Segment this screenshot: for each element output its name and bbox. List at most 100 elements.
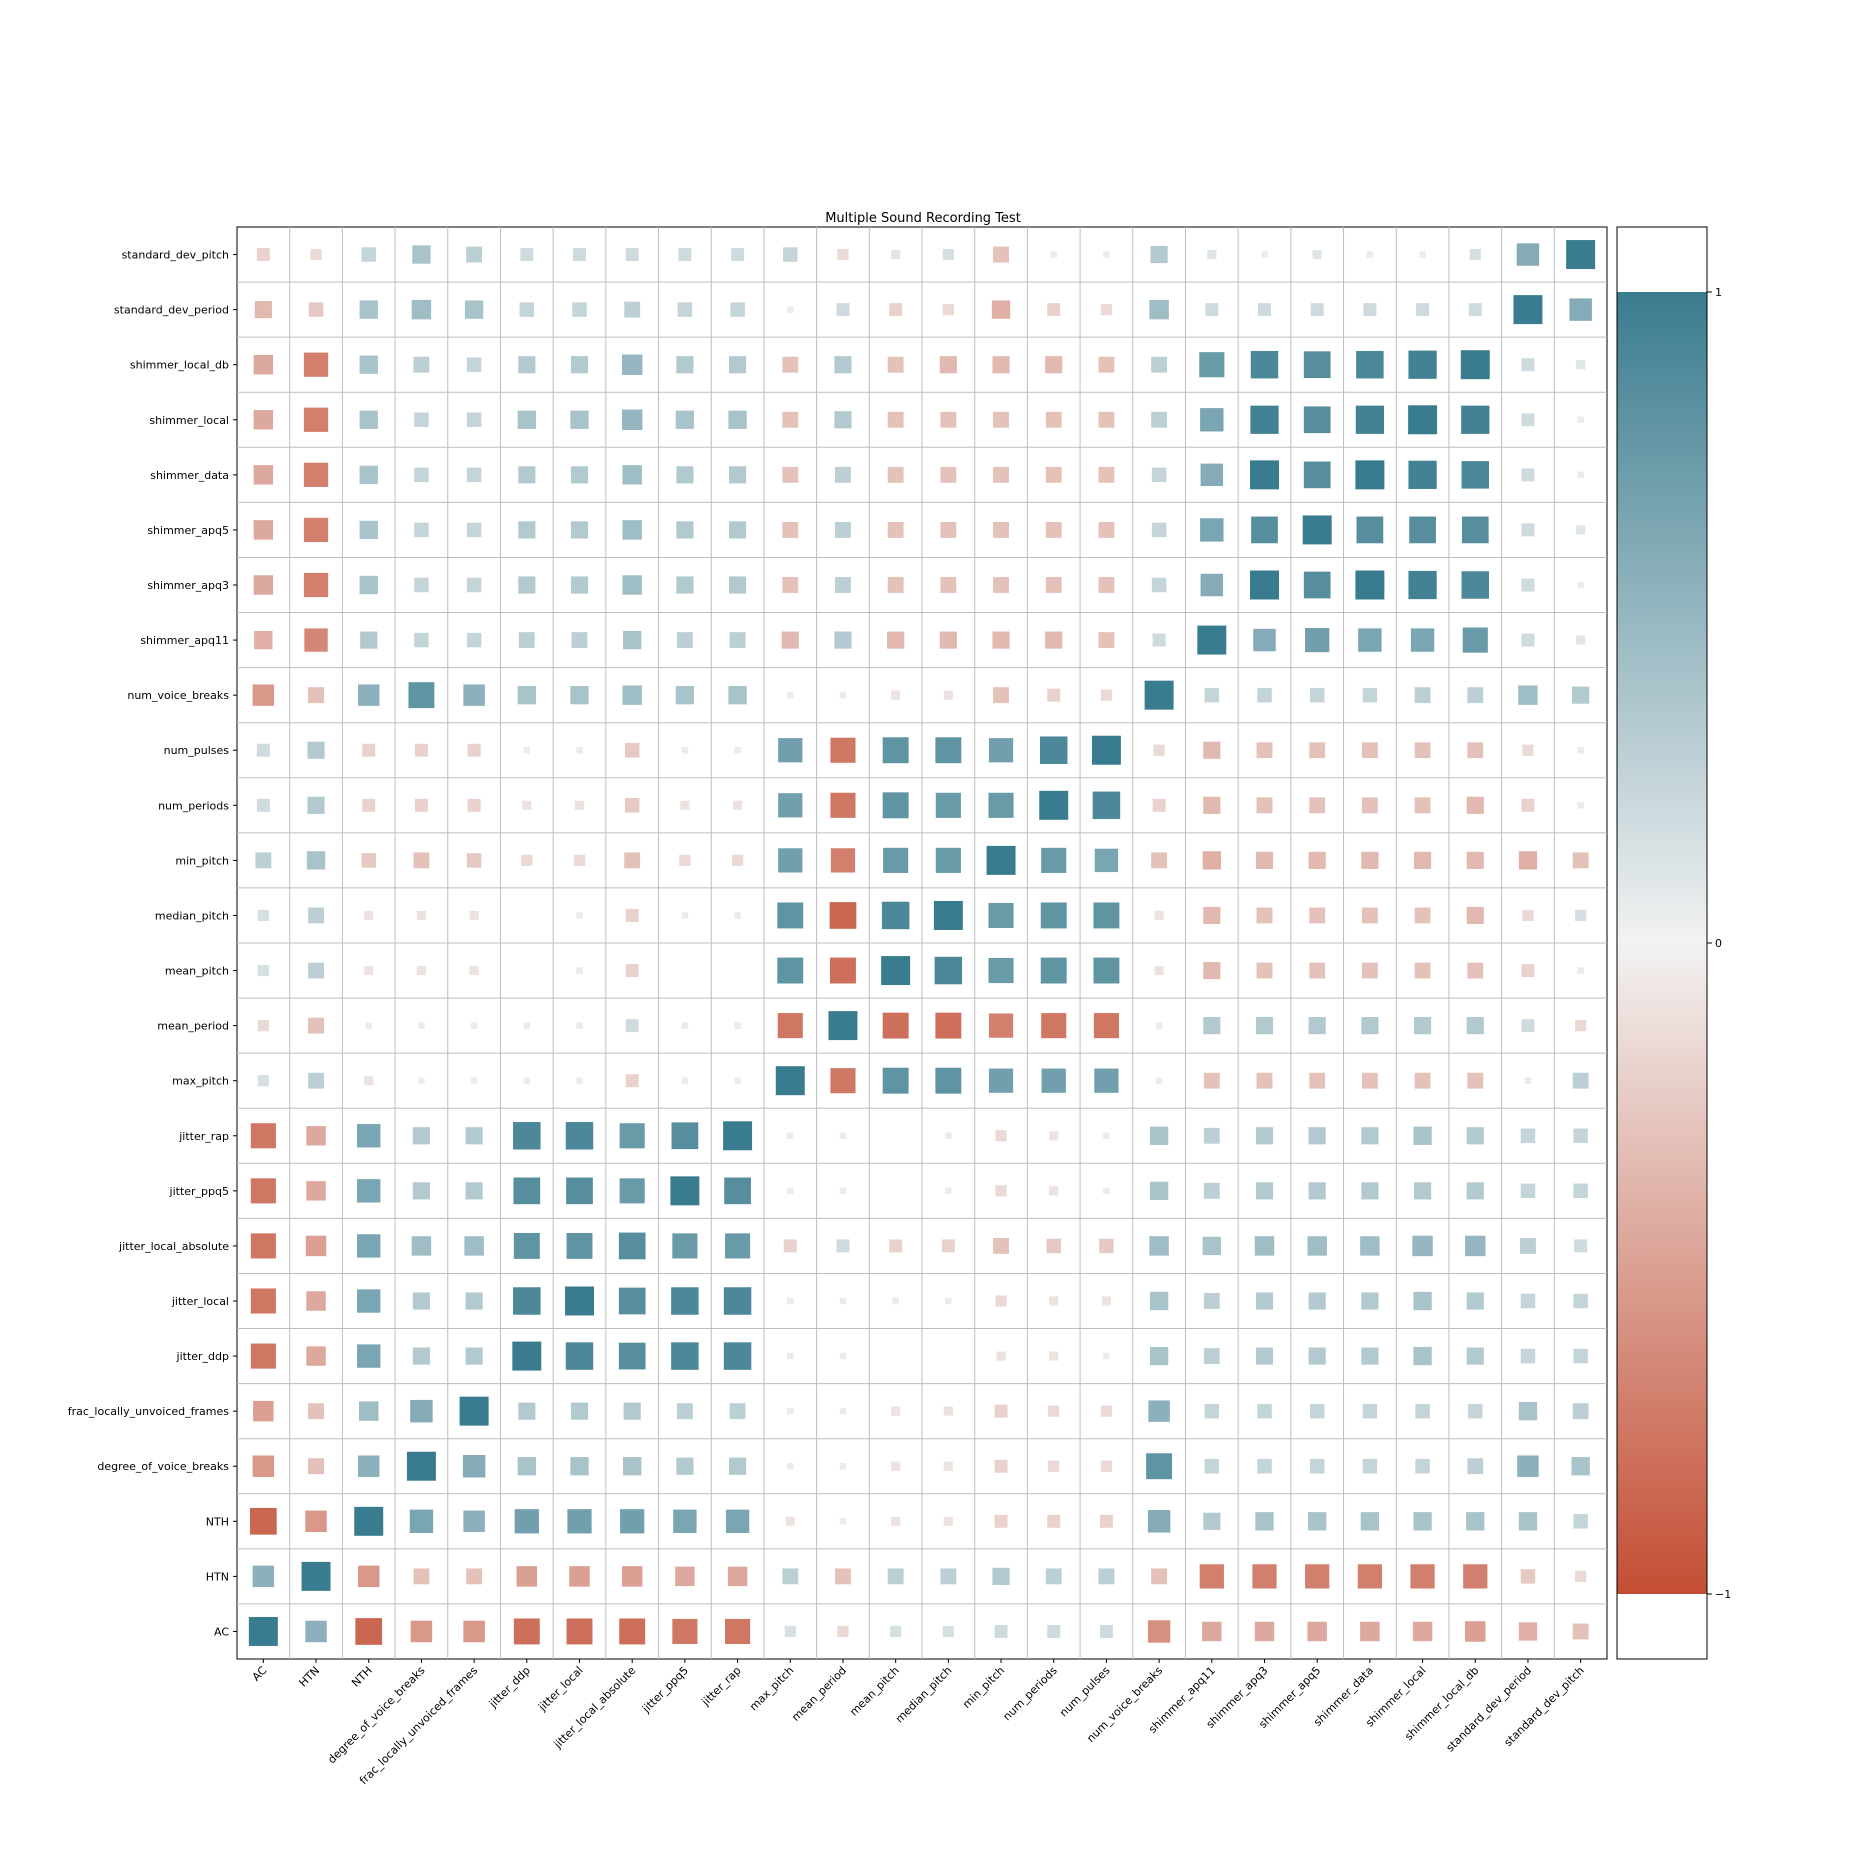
heatmap-cell: [625, 1019, 639, 1033]
heatmap-cell: [672, 1618, 698, 1645]
heatmap-cell: [1151, 522, 1167, 538]
heatmap-cell: [1154, 910, 1164, 921]
heatmap-cell: [1520, 1348, 1536, 1364]
heatmap-cell: [1091, 735, 1121, 765]
heatmap-cell: [257, 1075, 269, 1087]
heatmap-cell: [1098, 411, 1115, 428]
heatmap-cell: [996, 1351, 1006, 1361]
heatmap-cell: [518, 576, 536, 594]
heatmap-cell: [1203, 906, 1221, 925]
heatmap-cell: [675, 685, 695, 705]
heatmap-cell: [1308, 1512, 1327, 1531]
heatmap-cell: [357, 1289, 381, 1313]
heatmap-cell: [1414, 797, 1431, 814]
heatmap-cell: [681, 1022, 689, 1029]
heatmap-cell: [727, 1566, 748, 1587]
heatmap-cell: [783, 1239, 797, 1253]
heatmap-cell: [1463, 1564, 1488, 1589]
heatmap-cell: [1361, 1347, 1379, 1365]
heatmap-cell: [1045, 631, 1063, 649]
heatmap-cell: [469, 910, 479, 921]
heatmap-cell: [1203, 1072, 1220, 1089]
colorbar-tick-label: 0: [1715, 937, 1722, 950]
heatmap-cell: [1362, 687, 1378, 703]
heatmap-cell: [1520, 1569, 1536, 1584]
heatmap-cell: [467, 743, 481, 757]
heatmap-cell: [365, 1022, 372, 1029]
heatmap-cell: [357, 1234, 381, 1258]
heatmap-cell: [1415, 1403, 1430, 1419]
heatmap-cell: [1308, 1182, 1326, 1200]
heatmap-cell: [1203, 1293, 1220, 1309]
heatmap-cell: [836, 1239, 850, 1253]
heatmap-cell: [882, 1012, 909, 1039]
heatmap-cell: [513, 1232, 540, 1259]
heatmap-cell: [517, 410, 536, 429]
heatmap-cell: [1148, 1400, 1170, 1422]
heatmap-cell: [1098, 521, 1115, 538]
y-tick-label: median_pitch: [155, 909, 229, 922]
heatmap-cell: [250, 1343, 276, 1369]
heatmap-cell: [891, 690, 901, 700]
heatmap-cell: [835, 577, 851, 593]
heatmap-cell: [360, 631, 378, 649]
heatmap-cell: [1413, 1346, 1432, 1366]
heatmap-cell: [1154, 965, 1164, 976]
heatmap-cell: [1362, 1403, 1378, 1419]
heatmap-cell: [462, 1455, 486, 1478]
heatmap-cell: [1152, 633, 1166, 647]
heatmap-cell: [995, 1130, 1007, 1142]
heatmap-cell: [1047, 303, 1061, 317]
heatmap-cell: [517, 1457, 536, 1476]
heatmap-cell: [1361, 1292, 1379, 1310]
heatmap-cell: [1093, 957, 1120, 984]
heatmap-cell: [566, 1232, 593, 1259]
heatmap-cell: [1521, 633, 1535, 647]
heatmap-cell: [1094, 1068, 1119, 1093]
heatmap-cell: [1414, 1072, 1431, 1089]
heatmap-cell: [625, 248, 639, 262]
heatmap-cell: [839, 1407, 847, 1415]
heatmap-cell: [1099, 1624, 1113, 1638]
heatmap-cell: [723, 1121, 753, 1151]
heatmap-cell: [1203, 1182, 1220, 1199]
heatmap-cell: [945, 1132, 952, 1140]
heatmap-cell: [837, 248, 849, 261]
heatmap-cell: [1520, 1183, 1536, 1199]
heatmap-cell: [785, 1516, 795, 1526]
heatmap-cell: [1460, 350, 1490, 380]
heatmap-cell: [1517, 1455, 1539, 1477]
heatmap-cell: [1250, 405, 1279, 434]
heatmap-cell: [1308, 1347, 1326, 1365]
heatmap-cell: [513, 1177, 541, 1205]
heatmap-cell: [1047, 688, 1061, 702]
heatmap-cell: [830, 737, 856, 763]
heatmap-cell: [1522, 909, 1534, 922]
heatmap-cell: [671, 1122, 699, 1150]
heatmap-cell: [1572, 686, 1590, 704]
heatmap-cell: [1152, 798, 1166, 812]
heatmap-cell: [781, 631, 799, 649]
heatmap-cell: [1049, 1131, 1059, 1141]
heatmap-cell: [1360, 1512, 1380, 1531]
heatmap-cell: [723, 1342, 752, 1370]
heatmap-cell: [412, 1127, 430, 1145]
heatmap-cell: [1461, 461, 1490, 489]
heatmap-cell: [988, 738, 1014, 763]
heatmap-cell: [782, 1568, 799, 1585]
heatmap-cell: [357, 684, 380, 706]
heatmap-cell: [729, 1403, 746, 1420]
heatmap-cell: [729, 521, 747, 539]
heatmap-cell: [734, 1022, 741, 1029]
heatmap-cell: [306, 1346, 326, 1366]
heatmap-cell: [943, 1516, 953, 1526]
heatmap-cell: [1202, 851, 1221, 870]
heatmap-cell: [362, 743, 376, 757]
heatmap-cell: [361, 853, 376, 868]
heatmap-cell: [1410, 628, 1435, 652]
heatmap-cell: [1466, 1017, 1484, 1035]
heatmap-cell: [416, 965, 426, 976]
heatmap-cell: [1149, 1181, 1169, 1201]
heatmap-cell: [1098, 577, 1115, 593]
heatmap-cell: [1151, 577, 1167, 593]
